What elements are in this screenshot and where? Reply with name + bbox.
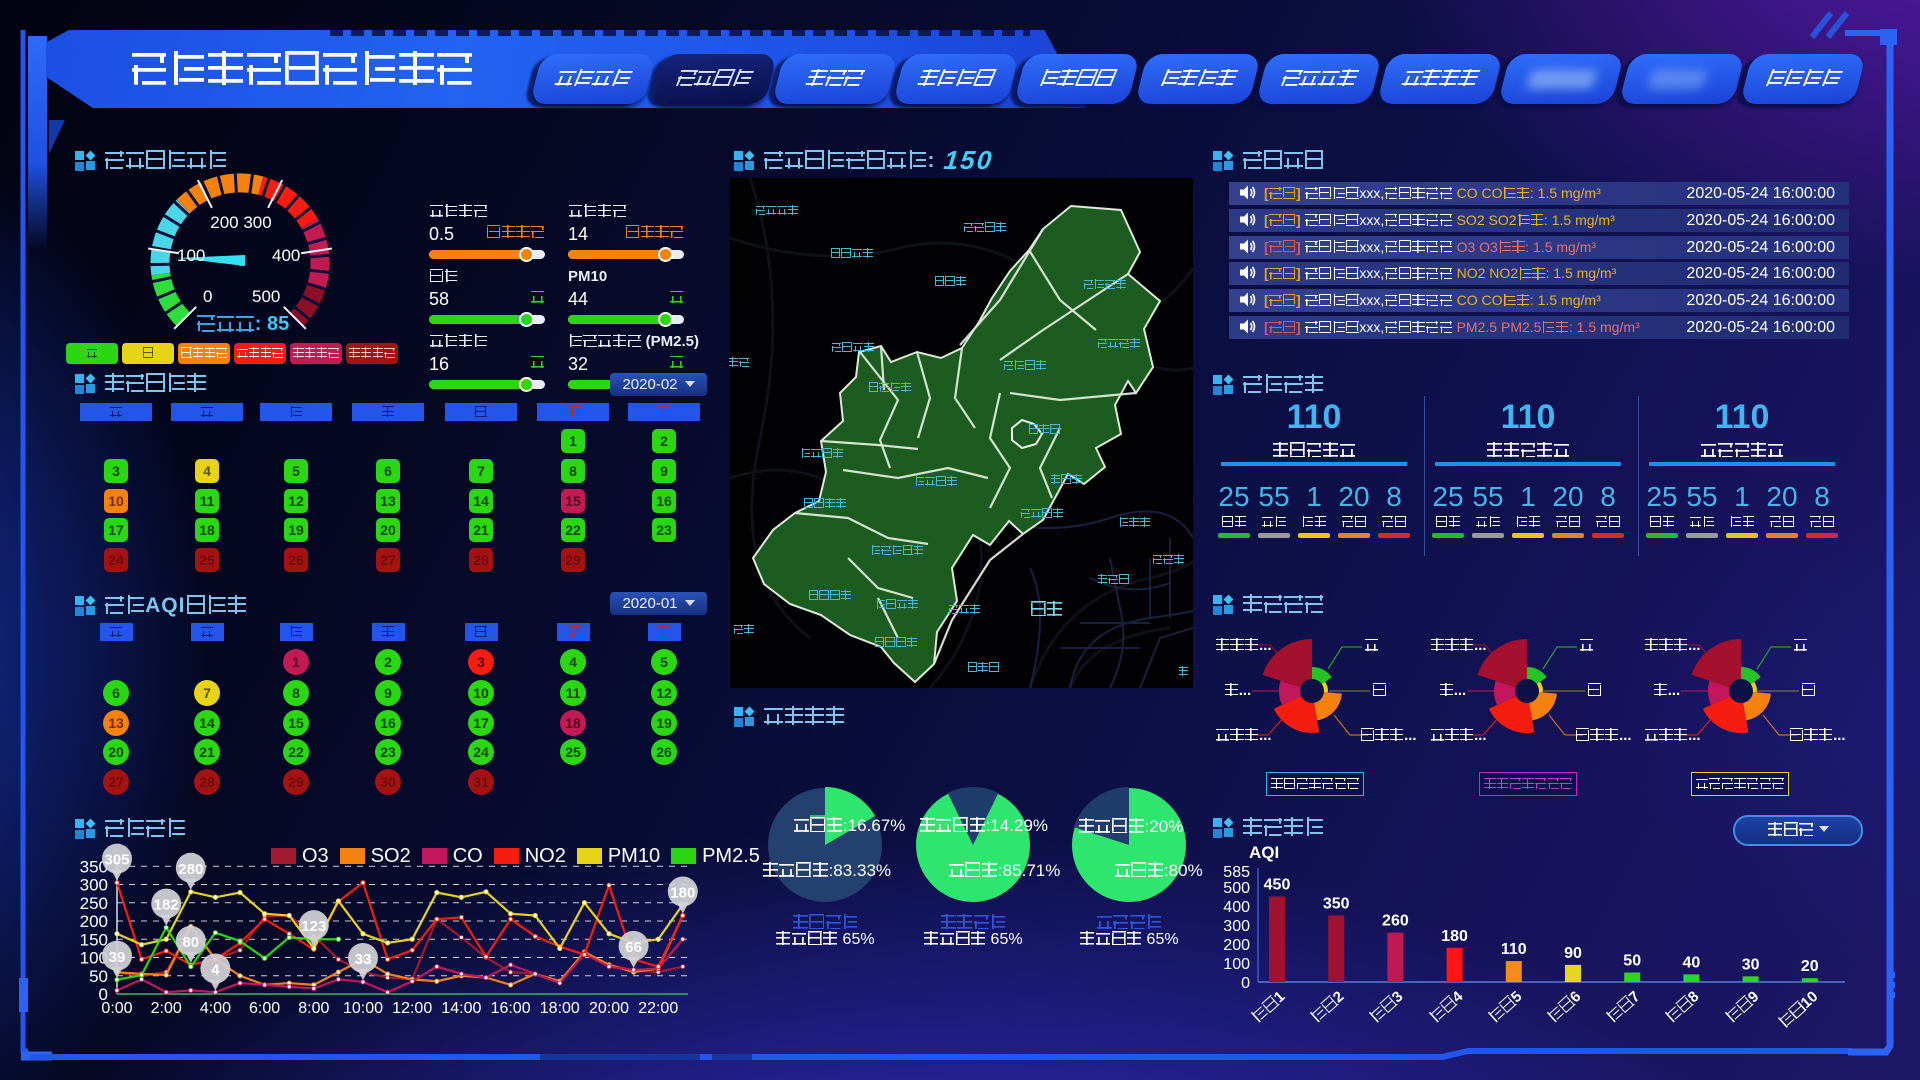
svg-text:180: 180 (1441, 928, 1468, 945)
svg-text:90: 90 (1564, 945, 1582, 962)
svg-text:100: 100 (80, 949, 108, 968)
svg-text:10:00: 10:00 (343, 1000, 383, 1017)
svg-text:12:00: 12:00 (392, 1000, 432, 1017)
svg-text:280: 280 (178, 861, 203, 878)
svg-text:500: 500 (1223, 880, 1250, 897)
svg-text:2:00: 2:00 (151, 1000, 182, 1017)
svg-text:39: 39 (109, 949, 126, 966)
svg-text:200: 200 (1223, 937, 1250, 954)
svg-text:30: 30 (1742, 956, 1760, 973)
svg-text:450: 450 (1264, 877, 1291, 894)
svg-text:180: 180 (670, 885, 695, 902)
svg-text:50: 50 (89, 967, 108, 986)
svg-text:300: 300 (80, 876, 108, 895)
svg-text:0:00: 0:00 (101, 1000, 132, 1017)
svg-text:66: 66 (625, 939, 642, 956)
svg-text:16:00: 16:00 (491, 1000, 531, 1017)
svg-text:4:00: 4:00 (200, 1000, 231, 1017)
svg-text:250: 250 (80, 894, 108, 913)
svg-text:350: 350 (1323, 896, 1350, 913)
svg-text:110: 110 (1501, 941, 1527, 958)
svg-text:305: 305 (104, 852, 129, 869)
svg-text:80: 80 (182, 934, 199, 951)
svg-text:123: 123 (301, 918, 326, 935)
svg-text:20:00: 20:00 (589, 1000, 629, 1017)
svg-text:6:00: 6:00 (249, 1000, 280, 1017)
svg-text:100: 100 (1223, 956, 1250, 973)
svg-text:14:00: 14:00 (441, 1000, 481, 1017)
svg-text:0: 0 (1241, 975, 1250, 992)
svg-text:50: 50 (1623, 953, 1641, 970)
svg-text:200: 200 (80, 912, 108, 931)
svg-text:18:00: 18:00 (540, 1000, 580, 1017)
svg-text:182: 182 (154, 897, 179, 914)
svg-text:4: 4 (211, 962, 220, 979)
svg-text:33: 33 (355, 951, 372, 968)
svg-text:22:00: 22:00 (638, 1000, 678, 1017)
svg-text:585: 585 (1223, 864, 1250, 881)
svg-text:400: 400 (1223, 899, 1250, 916)
svg-text:8:00: 8:00 (298, 1000, 329, 1017)
svg-text:150: 150 (80, 930, 108, 949)
svg-text:300: 300 (1223, 918, 1250, 935)
svg-text:0: 0 (99, 985, 108, 1004)
svg-text:260: 260 (1382, 913, 1409, 930)
svg-text:20: 20 (1801, 958, 1819, 975)
svg-text:40: 40 (1683, 954, 1701, 971)
svg-text:350: 350 (80, 857, 108, 876)
